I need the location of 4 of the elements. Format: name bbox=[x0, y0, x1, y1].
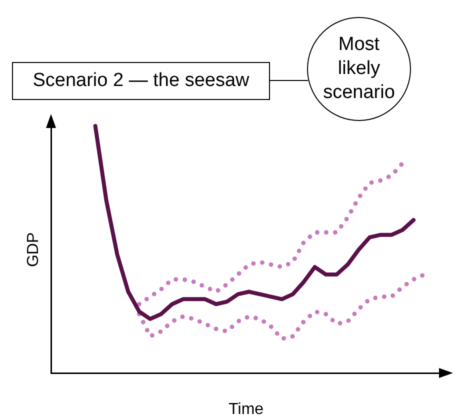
text: Scenario 2 — the seesaw bbox=[12, 62, 270, 100]
text: Most likely scenario bbox=[307, 17, 411, 121]
x-axis-title: Time bbox=[228, 400, 264, 418]
y-axis-title: GDP bbox=[25, 232, 42, 268]
